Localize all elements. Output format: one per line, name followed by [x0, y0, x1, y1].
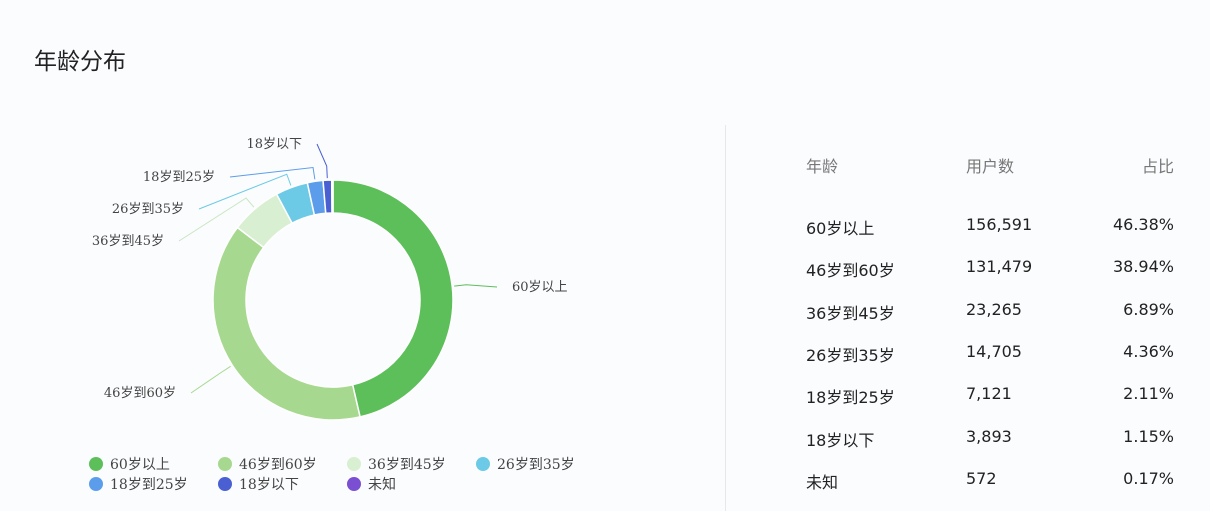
- slice-6: [330, 179, 334, 214]
- table-cell: 7,121: [966, 384, 1012, 404]
- legend-marker: [347, 477, 361, 491]
- column-header: 年龄: [806, 157, 839, 176]
- label-line: [178, 197, 255, 242]
- table-header: 年龄 用户数 占比: [806, 153, 1174, 177]
- slice-label: 18岁以下: [246, 137, 302, 152]
- legend-label: 36岁到45岁: [368, 457, 446, 473]
- legend-label: 18岁以下: [239, 477, 299, 493]
- column-header: 用户数: [966, 157, 1015, 176]
- table-cell: 26岁到35岁: [806, 345, 895, 365]
- table-cell: 23,265: [966, 299, 1022, 319]
- table-cell: 14,705: [966, 341, 1022, 361]
- page-title: 年龄分布: [34, 49, 126, 75]
- table-row: 60岁以上 156,591 46.38%: [806, 215, 1174, 239]
- table-cell: 46.38%: [1112, 215, 1174, 234]
- label-line: [198, 173, 292, 210]
- table-row: 18岁到25岁 7,121 2.11%: [806, 384, 1174, 408]
- label-line: [454, 284, 498, 288]
- legend-label: 60岁以上: [110, 457, 170, 473]
- slice-label: 26岁到35岁: [112, 202, 184, 217]
- legend-marker: [218, 477, 232, 491]
- slice-label: 46岁到60岁: [104, 386, 176, 401]
- table-cell: 4.36%: [1123, 341, 1174, 361]
- slice-label: 36岁到45岁: [92, 234, 164, 249]
- table-cell: 1.15%: [1123, 426, 1174, 446]
- legend-marker: [347, 457, 361, 471]
- table-row: 18岁以下 3,893 1.15%: [806, 427, 1174, 451]
- table-row: 46岁到60岁 131,479 38.94%: [806, 257, 1174, 281]
- table-cell: 156,591: [966, 215, 1033, 234]
- slice-0: [332, 179, 454, 418]
- legend-label: 46岁到60岁: [239, 457, 317, 473]
- table-row: 36岁到45岁 23,265 6.89%: [806, 300, 1174, 324]
- legend-marker: [218, 457, 232, 471]
- column-header: 占比: [1141, 157, 1174, 176]
- legend-marker: [476, 457, 490, 471]
- legend-label: 26岁到35岁: [497, 457, 575, 473]
- table-cell: 60岁以上: [806, 219, 875, 238]
- slice-label: 18岁到25岁: [143, 170, 215, 185]
- table-cell: 3,893: [966, 426, 1012, 446]
- table-cell: 46岁到60岁: [806, 261, 895, 281]
- legend-marker: [89, 477, 103, 491]
- divider: [725, 125, 726, 511]
- table-cell: 131,479: [966, 257, 1033, 277]
- label-line: [229, 166, 316, 180]
- label-line: [316, 143, 328, 179]
- table-row: 未知 572 0.17%: [806, 469, 1174, 493]
- table-cell: 36岁到45岁: [806, 303, 895, 323]
- table-cell: 38.94%: [1112, 257, 1174, 277]
- legend-label: 18岁到25岁: [110, 477, 188, 493]
- legend-label: 未知: [368, 476, 396, 493]
- table-cell: 2.11%: [1123, 384, 1174, 404]
- table-row: 26岁到35岁 14,705 4.36%: [806, 342, 1174, 366]
- legend-marker: [89, 457, 103, 471]
- slice-1: [212, 226, 361, 421]
- table-cell: 0.17%: [1123, 468, 1174, 488]
- table-cell: 未知: [806, 472, 839, 492]
- table-cell: 6.89%: [1123, 299, 1174, 319]
- table-cell: 18岁到25岁: [806, 388, 895, 408]
- label-line: [190, 365, 231, 394]
- table-cell: 572: [966, 468, 997, 488]
- table-cell: 18岁以下: [806, 430, 875, 450]
- slice-label: 60岁以上: [512, 280, 568, 295]
- donut-chart: 60岁以上 46岁到60岁 36岁到45岁 26岁到35岁 18岁到25岁 18岁以下 60…: [89, 137, 575, 493]
